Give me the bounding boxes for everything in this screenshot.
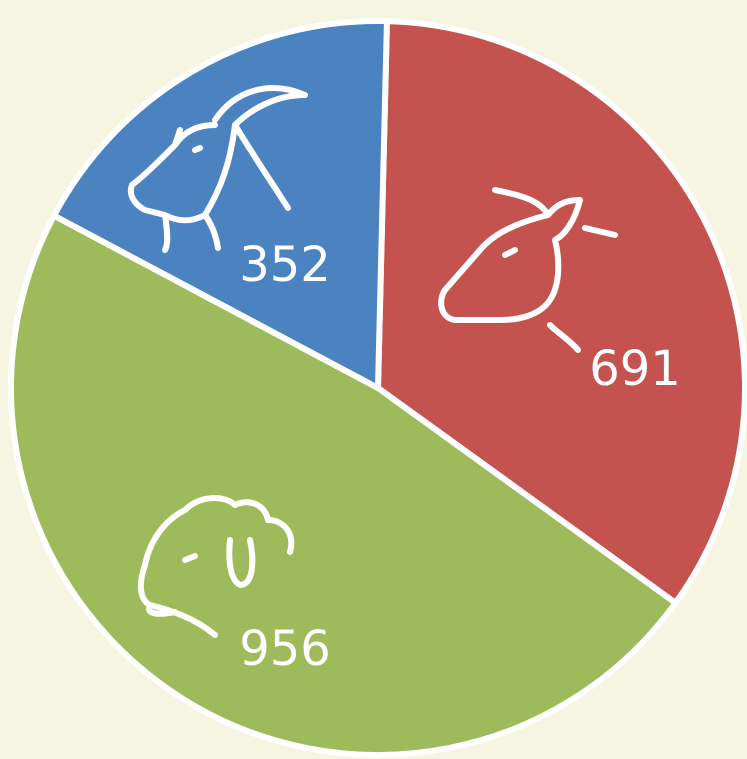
cow-icon xyxy=(438,187,618,353)
slices xyxy=(8,18,747,758)
pie-slice xyxy=(50,18,390,391)
sheep-icon xyxy=(137,495,295,638)
labels: 691 956 352 xyxy=(239,237,681,677)
data-label: 352 xyxy=(239,237,331,293)
pie-slice xyxy=(8,212,679,758)
icons xyxy=(127,85,618,638)
goat-icon xyxy=(127,85,308,253)
pie-slice xyxy=(375,18,747,606)
data-label: 956 xyxy=(239,621,331,677)
data-label: 691 xyxy=(589,341,681,397)
